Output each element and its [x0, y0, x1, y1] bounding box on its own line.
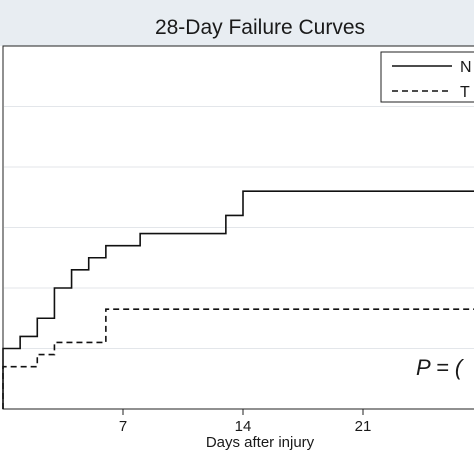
x-axis: 7 14 21 [119, 409, 372, 435]
legend-label-t: T [460, 84, 470, 101]
series-line-t [2, 308, 474, 409]
x-axis-title: Days after injury [206, 434, 315, 451]
p-value-annotation: P = ( [416, 355, 465, 380]
series-lines [2, 190, 474, 409]
x-tick-label: 14 [235, 418, 252, 435]
title-band [0, 0, 474, 46]
x-tick-label: 7 [119, 418, 127, 435]
x-tick-label: 21 [355, 418, 372, 435]
legend-label-n: N [460, 59, 472, 76]
legend: N T [380, 51, 474, 103]
grid-lines [4, 106, 474, 349]
series-line-n [2, 190, 474, 409]
chart-title: 28-Day Failure Curves [155, 16, 365, 39]
legend-box [380, 51, 474, 103]
